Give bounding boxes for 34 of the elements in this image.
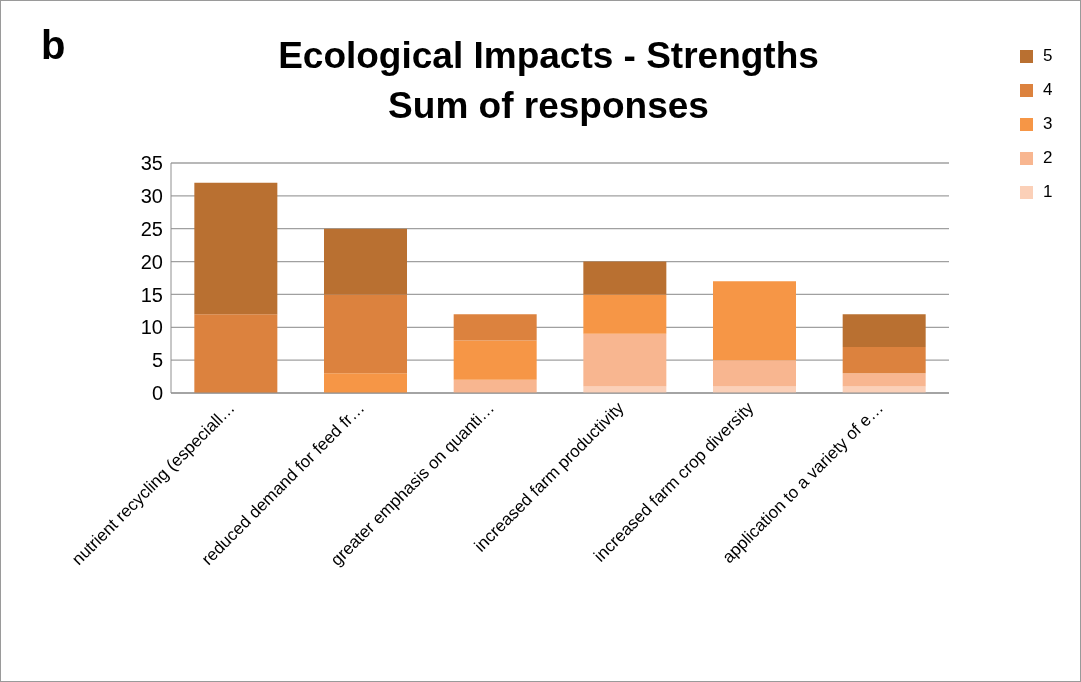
y-tick-label: 0 bbox=[151, 382, 163, 405]
y-tick-label: 20 bbox=[140, 250, 163, 273]
bar bbox=[713, 360, 797, 387]
bar bbox=[194, 182, 278, 315]
y-tick-label: 30 bbox=[140, 184, 163, 207]
bar bbox=[453, 340, 537, 380]
bar bbox=[842, 314, 926, 347]
legend-label: 3 bbox=[1043, 114, 1053, 134]
bar bbox=[324, 228, 408, 295]
bar bbox=[842, 386, 926, 393]
text: b bbox=[41, 23, 66, 68]
legend-label: 1 bbox=[1043, 182, 1053, 202]
legend-label: 4 bbox=[1043, 80, 1053, 100]
legend-label: 5 bbox=[1043, 46, 1053, 66]
bar bbox=[713, 386, 797, 393]
chart-title: Ecological Impacts - Strengths Sum of responses bbox=[278, 35, 819, 126]
y-tick-label: 25 bbox=[140, 217, 163, 240]
bar bbox=[713, 281, 797, 361]
bar bbox=[453, 379, 537, 393]
bar bbox=[583, 294, 667, 334]
legend-label: 2 bbox=[1043, 148, 1053, 168]
bar bbox=[583, 261, 667, 295]
bar bbox=[583, 333, 667, 387]
bar bbox=[453, 314, 537, 341]
bar bbox=[842, 347, 926, 374]
bar bbox=[194, 314, 278, 393]
y-tick-label: 5 bbox=[151, 349, 163, 372]
bar bbox=[324, 294, 408, 374]
y-tick-label: 35 bbox=[140, 152, 163, 175]
bar bbox=[583, 386, 667, 393]
y-tick-label: 10 bbox=[140, 316, 163, 339]
bar bbox=[842, 373, 926, 387]
y-tick-label: 15 bbox=[140, 283, 163, 306]
bar bbox=[324, 373, 408, 393]
